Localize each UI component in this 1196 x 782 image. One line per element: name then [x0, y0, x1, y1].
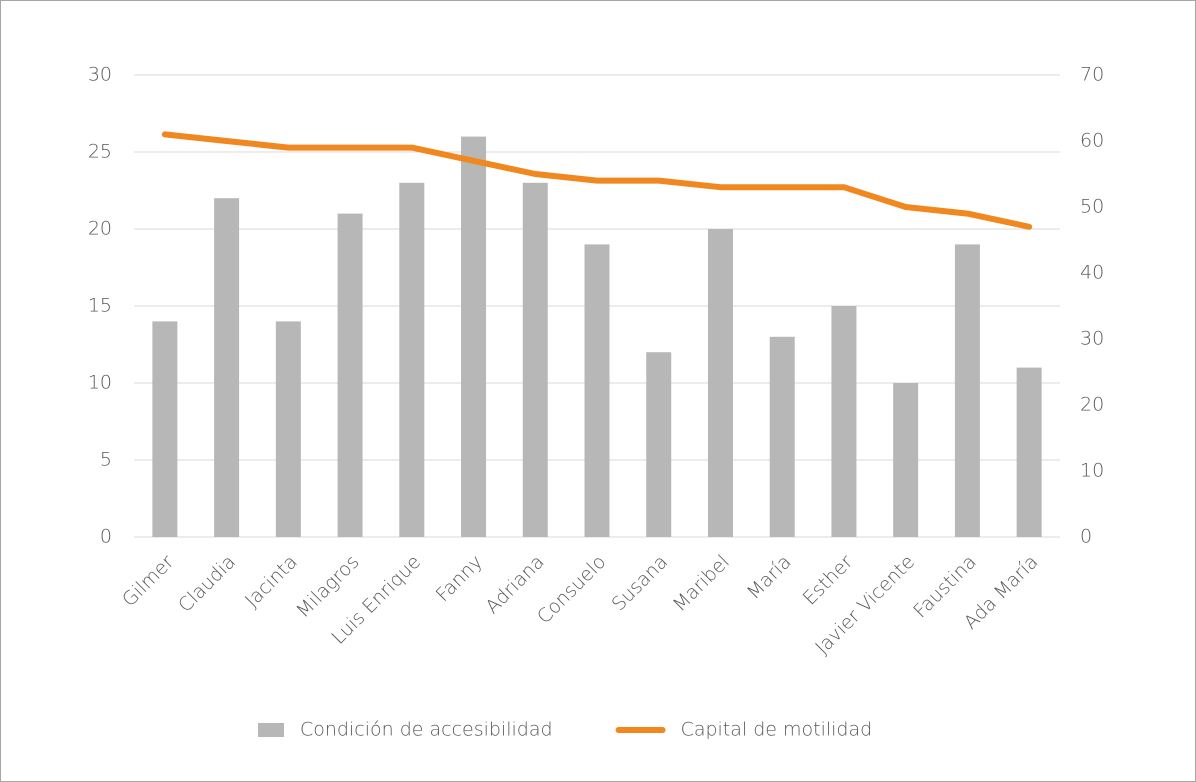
y2-tick-label: 20: [1080, 394, 1104, 416]
bar: [954, 244, 980, 537]
legend-label: Capital de motilidad: [681, 719, 873, 741]
line: [161, 131, 1033, 230]
y-tick-label: 5: [100, 449, 112, 471]
bar: [1016, 367, 1042, 537]
bar: [584, 244, 610, 537]
legend-swatch: [258, 723, 284, 737]
y-tick-label: 0: [100, 526, 112, 548]
y2-tick-label: 40: [1080, 262, 1104, 284]
y-tick-label: 30: [88, 64, 112, 86]
bar: [522, 182, 548, 538]
bar: [399, 182, 425, 538]
y-tick-label: 25: [88, 141, 112, 163]
y2-tick-label: 70: [1080, 64, 1104, 86]
bar: [893, 383, 919, 537]
y2-tick-label: 0: [1080, 526, 1092, 548]
bar: [461, 136, 487, 537]
y-tick-label: 10: [88, 372, 112, 394]
bar: [707, 229, 733, 537]
y-tick-label: 20: [88, 218, 112, 240]
bar: [337, 213, 363, 537]
bar: [152, 321, 178, 537]
bar: [831, 306, 857, 537]
y2-tick-label: 60: [1080, 130, 1104, 152]
bar: [275, 321, 301, 537]
y2-tick-label: 50: [1080, 196, 1104, 218]
y2-tick-label: 30: [1080, 328, 1104, 350]
y2-tick-label: 10: [1080, 460, 1104, 482]
legend-label: Condición de accesibilidad: [300, 719, 553, 741]
bar: [214, 198, 240, 537]
bar: [646, 352, 672, 537]
y-tick-label: 15: [88, 295, 112, 317]
bar: [769, 336, 795, 537]
